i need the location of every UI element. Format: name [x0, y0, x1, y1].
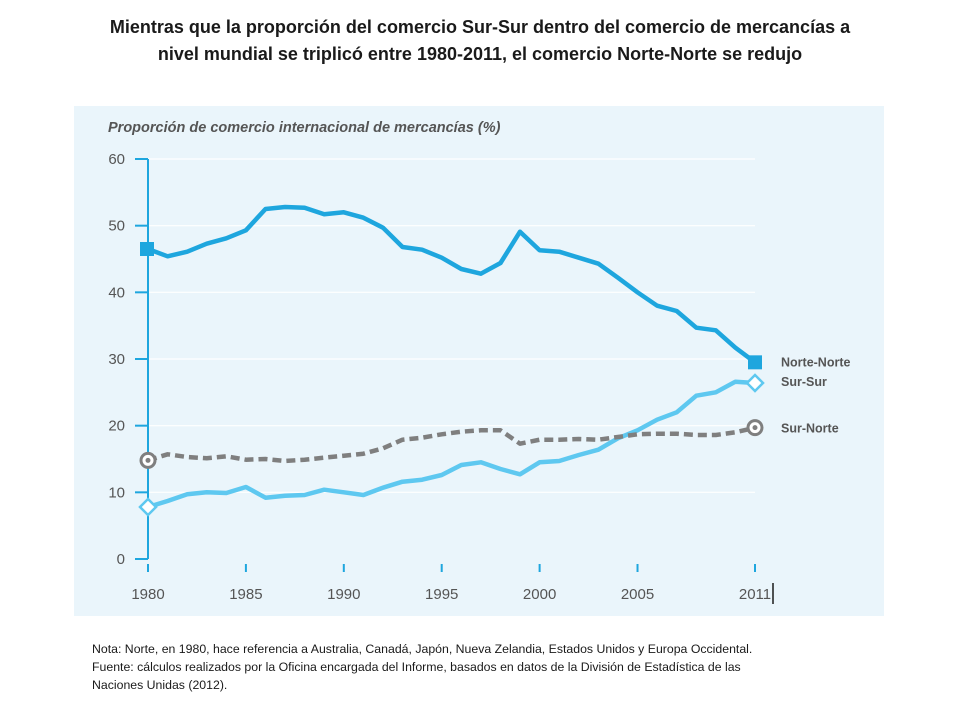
series-markers	[138, 242, 765, 517]
legend: Norte-Norte Sur-Sur Sur-Norte	[781, 355, 850, 435]
legend-label-norte-norte: Norte-Norte	[781, 355, 850, 369]
chart-title: Proporción de comercio internacional de …	[108, 120, 501, 136]
series-line-sur-sur	[147, 379, 756, 510]
y-tick-label-0: 0	[117, 551, 125, 568]
y-tick-label-20: 20	[108, 418, 125, 435]
y-tick-label-50: 50	[108, 218, 125, 235]
grid-lines	[148, 158, 755, 493]
x-tick-label-1990: 1990	[327, 586, 360, 603]
headline: Mientras que la proporción del comercio …	[60, 14, 900, 68]
legend-label-sur-sur: Sur-Sur	[781, 375, 827, 389]
marker-sur-sur-start	[138, 497, 158, 517]
y-tick-label-30: 30	[108, 351, 125, 368]
x-tick-label-2011: 2011	[739, 586, 771, 603]
marker-norte-norte-end	[748, 355, 762, 370]
x-tick-label-1985: 1985	[229, 586, 262, 603]
footnote-note: Nota: Norte, en 1980, hace referencia a …	[92, 642, 753, 656]
series-lines	[147, 204, 757, 510]
marker-sur-norte-end-dot	[752, 425, 758, 431]
axes: 0 10 20 30 40 50 60 1980 1985 1990 1995 2000 2005 201…	[108, 151, 774, 604]
footnotes: Nota: Norte, en 1980, hace referencia a …	[92, 640, 892, 694]
marker-sur-norte-start-dot	[145, 457, 151, 463]
headline-line-2: nivel mundial se triplicó entre 1980-201…	[157, 44, 803, 64]
marker-norte-norte-start	[140, 242, 154, 256]
headline-line-1: Mientras que la proporción del comercio …	[109, 17, 851, 37]
x-tick-label-2005: 2005	[621, 586, 654, 603]
y-tick-label-60: 60	[108, 151, 125, 168]
footnote-source: Fuente: cálculos realizados por la Ofici…	[92, 660, 741, 674]
footnote-source-continued: Naciones Unidas (2012).	[92, 678, 228, 692]
series-line-sur-norte	[147, 425, 756, 464]
series-line-norte-norte	[147, 204, 757, 365]
y-tick-label-10: 10	[108, 484, 125, 501]
legend-label-sur-norte: Sur-Norte	[781, 422, 839, 436]
y-tick-label-40: 40	[108, 284, 125, 301]
marker-sur-sur-end	[745, 373, 765, 393]
x-tick-label-2000: 2000	[523, 586, 556, 603]
x-tick-label-1995: 1995	[425, 586, 458, 603]
x-tick-label-1980: 1980	[131, 586, 164, 603]
